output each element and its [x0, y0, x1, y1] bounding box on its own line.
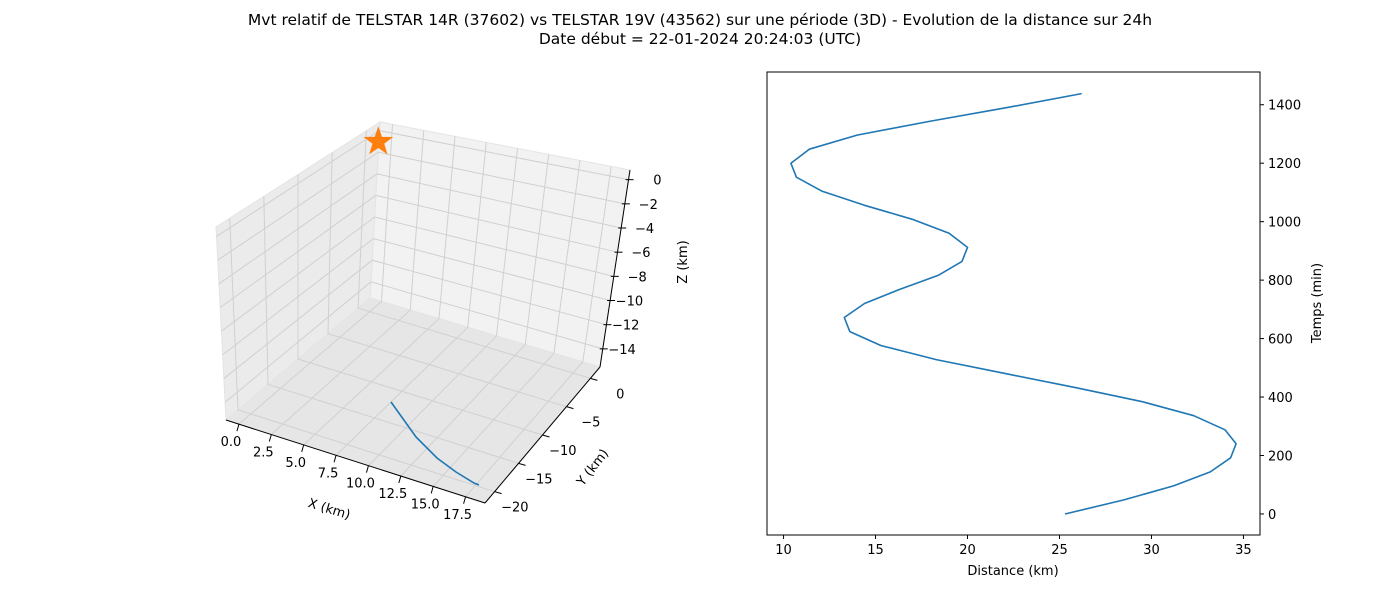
- x-axis-label: Distance (km): [967, 564, 1058, 579]
- x-tick-label-3d: 15.0: [411, 497, 440, 512]
- z-tick-label-3d: −8: [628, 270, 647, 285]
- y-tick-label: 0: [1268, 508, 1276, 523]
- figure-subtitle: Date début = 22-01-2024 20:24:03 (UTC): [539, 30, 861, 48]
- z-axis-line: [599, 169, 631, 368]
- y-ticks: 0 200 400 600 800 1000 1200 1400: [1260, 99, 1301, 523]
- x-tick-mark-3d: [268, 434, 272, 442]
- x-tick-mark-3d: [333, 455, 337, 463]
- y-tick-label-3d: −5: [581, 416, 600, 431]
- grid-line-y: [263, 196, 519, 464]
- grid-line-y: [327, 152, 567, 408]
- grid-line-z: [223, 259, 607, 379]
- y-tick-mark-3d: [494, 491, 502, 495]
- y-tick-label-3d: −10: [549, 444, 576, 459]
- x-tick-label-3d: 0.0: [221, 435, 242, 450]
- grid-line-z: [221, 216, 614, 332]
- y-tick-label: 1400: [1268, 99, 1301, 114]
- z-tick-label-3d: −6: [631, 246, 650, 261]
- x-axis-line: [225, 419, 486, 504]
- grid-line-x: [432, 160, 581, 487]
- x-tick-label: 25: [1051, 543, 1068, 558]
- y-tick-label-3d: −15: [525, 472, 552, 487]
- z-tick-label-3d: −2: [639, 198, 658, 213]
- x-tick-label: 15: [867, 543, 884, 558]
- series-line: [790, 92, 1237, 515]
- origin-star-marker: [363, 126, 394, 155]
- x-tick-mark-3d: [365, 465, 369, 473]
- y-tick-label: 800: [1268, 274, 1293, 289]
- grid-line-z: [217, 151, 625, 261]
- z-axis-label-3d: Z (km): [676, 240, 691, 283]
- y-tick-mark-3d: [566, 406, 574, 410]
- y-tick-label: 1000: [1268, 216, 1301, 231]
- y-tick-label: 200: [1268, 449, 1293, 464]
- figure-title: Mvt relatif de TELSTAR 14R (37602) vs TE…: [248, 11, 1152, 29]
- x-tick-label: 20: [959, 543, 976, 558]
- x-tick-mark-3d: [463, 496, 467, 504]
- grid-line-z: [224, 281, 603, 403]
- x-tick-label-3d: 2.5: [253, 446, 274, 461]
- x-axis-label-3d: X (km): [306, 496, 352, 523]
- chart-2d: 10 15 20 25 30 35 0 200 400 600 800 1000 1200 1400 D…: [766, 71, 1325, 579]
- grid-line-x: [335, 142, 487, 456]
- grid-line-z: [219, 194, 618, 308]
- grid-line-y: [357, 130, 591, 379]
- grid-line-y: [297, 174, 543, 436]
- grid-line-x: [465, 166, 612, 498]
- x-tick-label-3d: 12.5: [378, 487, 407, 502]
- x-tick-label-3d: 5.0: [285, 456, 306, 471]
- plot-frame: [766, 71, 1261, 536]
- chart-3d: 0.02.55.07.510.012.515.017.50−5−10−15−20…: [215, 121, 691, 523]
- trajectory-line: [390, 401, 480, 486]
- x-tick-label-3d: 17.5: [443, 508, 472, 523]
- ticks-3d: 0.02.55.07.510.012.515.017.50−5−10−15−20…: [221, 174, 662, 523]
- series-3d: [363, 126, 480, 486]
- grid-3d: [216, 124, 629, 498]
- x-tick-label: 30: [1143, 543, 1160, 558]
- y-tick-mark-3d: [518, 462, 526, 466]
- x-tick-label-3d: 10.0: [346, 477, 375, 492]
- y-tick-label-3d: −20: [501, 501, 528, 516]
- y-tick-mark-3d: [542, 434, 550, 438]
- x-tick-label: 35: [1235, 543, 1252, 558]
- grid-line-y: [229, 218, 495, 493]
- series-2d: [790, 92, 1237, 515]
- grid-line-z: [218, 173, 622, 285]
- z-tick-label-3d: −10: [616, 295, 643, 310]
- grid-line-x: [270, 130, 425, 435]
- z-tick-label-3d: −12: [612, 319, 639, 334]
- x-tick-mark-3d: [398, 475, 402, 484]
- z-tick-label-3d: −4: [635, 222, 654, 237]
- x-tick-label-3d: 7.5: [318, 466, 339, 481]
- grid-line-x: [303, 136, 456, 446]
- x-tick-mark-3d: [236, 424, 240, 432]
- y-tick-label-3d: 0: [616, 387, 624, 402]
- grid-line-x: [400, 154, 550, 477]
- x-tick-label: 10: [775, 543, 792, 558]
- grid-line-z: [222, 238, 611, 356]
- x-ticks: 10 15 20 25 30 35: [775, 535, 1252, 558]
- grid-line-x: [368, 148, 518, 467]
- y-tick-label: 400: [1268, 391, 1293, 406]
- y-tick-label: 600: [1268, 333, 1293, 348]
- z-tick-label-3d: −14: [608, 343, 635, 358]
- y-tick-mark-3d: [590, 377, 598, 381]
- grid-line-x: [238, 124, 393, 425]
- z-tick-label-3d: 0: [653, 174, 661, 189]
- x-tick-mark-3d: [430, 486, 434, 494]
- y-axis-label: Temps (min): [1310, 263, 1325, 344]
- y-axis-label-3d: Y (km): [574, 447, 613, 490]
- y-tick-label: 1200: [1268, 157, 1301, 172]
- x-tick-mark-3d: [301, 444, 305, 453]
